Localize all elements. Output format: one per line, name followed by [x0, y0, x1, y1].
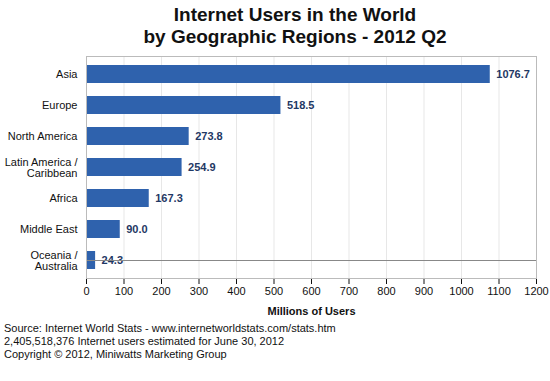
svg-text:254.9: 254.9 — [188, 161, 216, 173]
svg-text:273.8: 273.8 — [195, 130, 223, 142]
svg-text:Africa: Africa — [49, 192, 78, 204]
svg-text:1200: 1200 — [524, 285, 548, 297]
svg-text:167.3: 167.3 — [155, 192, 183, 204]
html-text:Internet Users in the World: Internet Users in the World — [173, 4, 417, 25]
svg-text:Middle East: Middle East — [20, 223, 77, 235]
svg-text:800: 800 — [377, 285, 395, 297]
svg-text:1000: 1000 — [449, 285, 473, 297]
html-text:Source: Internet World Stats -: Source: Internet World Stats - www.inter… — [4, 322, 336, 334]
svg-text:500: 500 — [265, 285, 283, 297]
svg-text:0: 0 — [83, 285, 89, 297]
html-text:2,405,518,376 Internet users e: 2,405,518,376 Internet users estimated f… — [4, 335, 285, 347]
svg-text:100: 100 — [115, 285, 133, 297]
svg-text:Asia: Asia — [56, 68, 78, 80]
svg-text:North America: North America — [8, 130, 79, 142]
svg-text:400: 400 — [227, 285, 245, 297]
html-text:Copyright © 2012, Miniwatts Ma: Copyright © 2012, Miniwatts Marketing Gr… — [4, 348, 227, 360]
svg-text:Oceania /Australia: Oceania /Australia — [30, 249, 78, 272]
html-text:by Geographic Regions - 2012 Q: by Geographic Regions - 2012 Q2 — [143, 26, 447, 47]
svg-text:200: 200 — [152, 285, 170, 297]
svg-text:1076.7: 1076.7 — [496, 68, 530, 80]
svg-text:518.5: 518.5 — [287, 99, 315, 111]
svg-text:300: 300 — [190, 285, 208, 297]
svg-text:600: 600 — [302, 285, 320, 297]
svg-text:700: 700 — [340, 285, 358, 297]
svg-text:24.3: 24.3 — [101, 254, 123, 266]
svg-text:90.0: 90.0 — [126, 223, 147, 235]
svg-text:Europe: Europe — [42, 99, 77, 111]
svg-text:Latin America /Caribbean: Latin America /Caribbean — [5, 156, 79, 179]
svg-text:1100: 1100 — [487, 285, 511, 297]
svg-text:900: 900 — [415, 285, 433, 297]
svg-text:Millions of Users: Millions of Users — [267, 305, 355, 317]
